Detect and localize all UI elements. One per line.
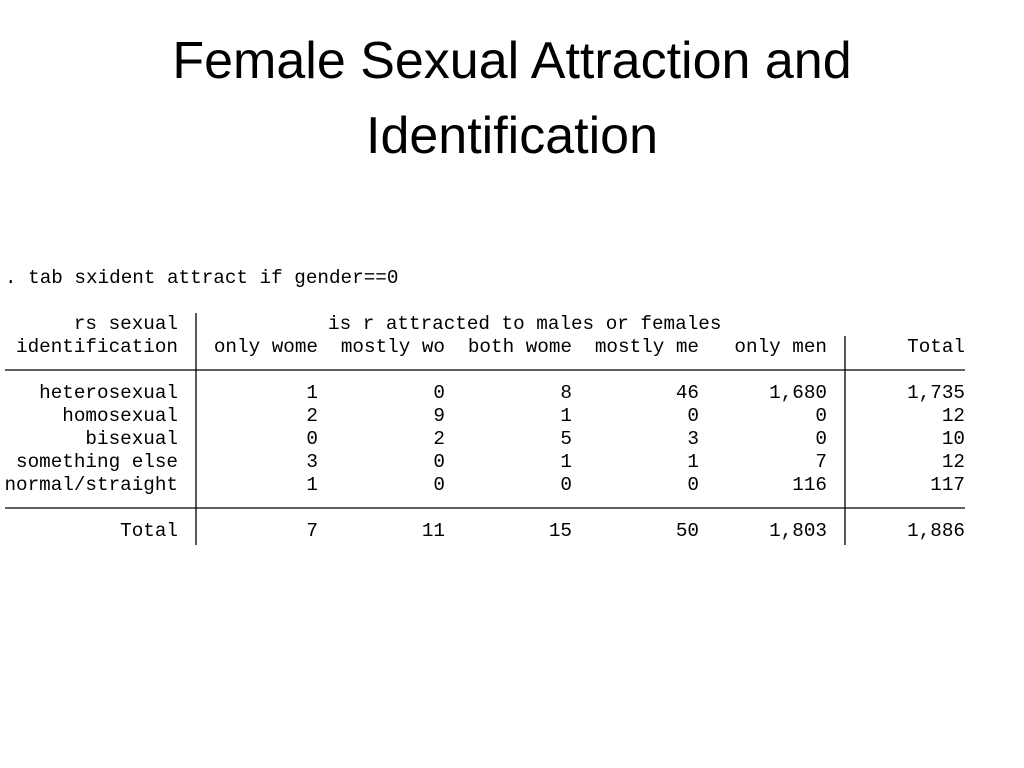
- column-group: is r attracted to males or females: [328, 313, 721, 335]
- command: . tab sxident attract if gender==0: [5, 267, 398, 289]
- cell: 10: [942, 428, 965, 450]
- total-cell: 1,803: [769, 520, 827, 542]
- row-label: something else: [16, 451, 178, 473]
- row-label: homosexual: [62, 405, 178, 427]
- total-cell: 11: [422, 520, 445, 542]
- cell: 0: [815, 428, 827, 450]
- cell: 7: [815, 451, 827, 473]
- slide-title: Female Sexual Attraction and Identificat…: [172, 32, 852, 165]
- column-header: Total: [907, 336, 965, 358]
- row-label: normal/straight: [4, 474, 178, 496]
- cell: 3: [306, 451, 318, 473]
- cell: 1,680: [769, 382, 827, 404]
- cell: 1: [687, 451, 699, 473]
- cell: 1,735: [907, 382, 965, 404]
- cell: 116: [792, 474, 827, 496]
- cell: 5: [560, 428, 572, 450]
- row-header: identification: [16, 336, 178, 358]
- cell: 12: [942, 405, 965, 427]
- cell: 1: [306, 474, 318, 496]
- cell: 3: [687, 428, 699, 450]
- column-header: mostly me: [595, 336, 699, 358]
- cell: 46: [676, 382, 699, 404]
- cell: 0: [433, 474, 445, 496]
- cell: 0: [687, 474, 699, 496]
- cell: 0: [433, 451, 445, 473]
- cell: 0: [815, 405, 827, 427]
- row-label: bisexual: [85, 428, 178, 450]
- total-cell: 7: [306, 520, 318, 542]
- total-cell: 1,886: [907, 520, 965, 542]
- cell: 12: [942, 451, 965, 473]
- column-header: only men: [734, 336, 827, 358]
- total-cell: 50: [676, 520, 699, 542]
- total-label: Total: [120, 520, 178, 542]
- cell: 8: [560, 382, 572, 404]
- cell: 1: [560, 451, 572, 473]
- row-header: rs sexual: [74, 313, 178, 335]
- cell: 0: [687, 405, 699, 427]
- cell: 0: [433, 382, 445, 404]
- cell: 117: [930, 474, 965, 496]
- cell: 2: [306, 405, 318, 427]
- cell: 1: [560, 405, 572, 427]
- row-label: heterosexual: [39, 382, 178, 404]
- column-header: both wome: [468, 336, 572, 358]
- column-header: only wome: [214, 336, 318, 358]
- cell: 0: [560, 474, 572, 496]
- cell: 9: [433, 405, 445, 427]
- cell: 0: [306, 428, 318, 450]
- column-header: mostly wo: [341, 336, 445, 358]
- cell: 2: [433, 428, 445, 450]
- cell: 1: [306, 382, 318, 404]
- total-cell: 15: [549, 520, 572, 542]
